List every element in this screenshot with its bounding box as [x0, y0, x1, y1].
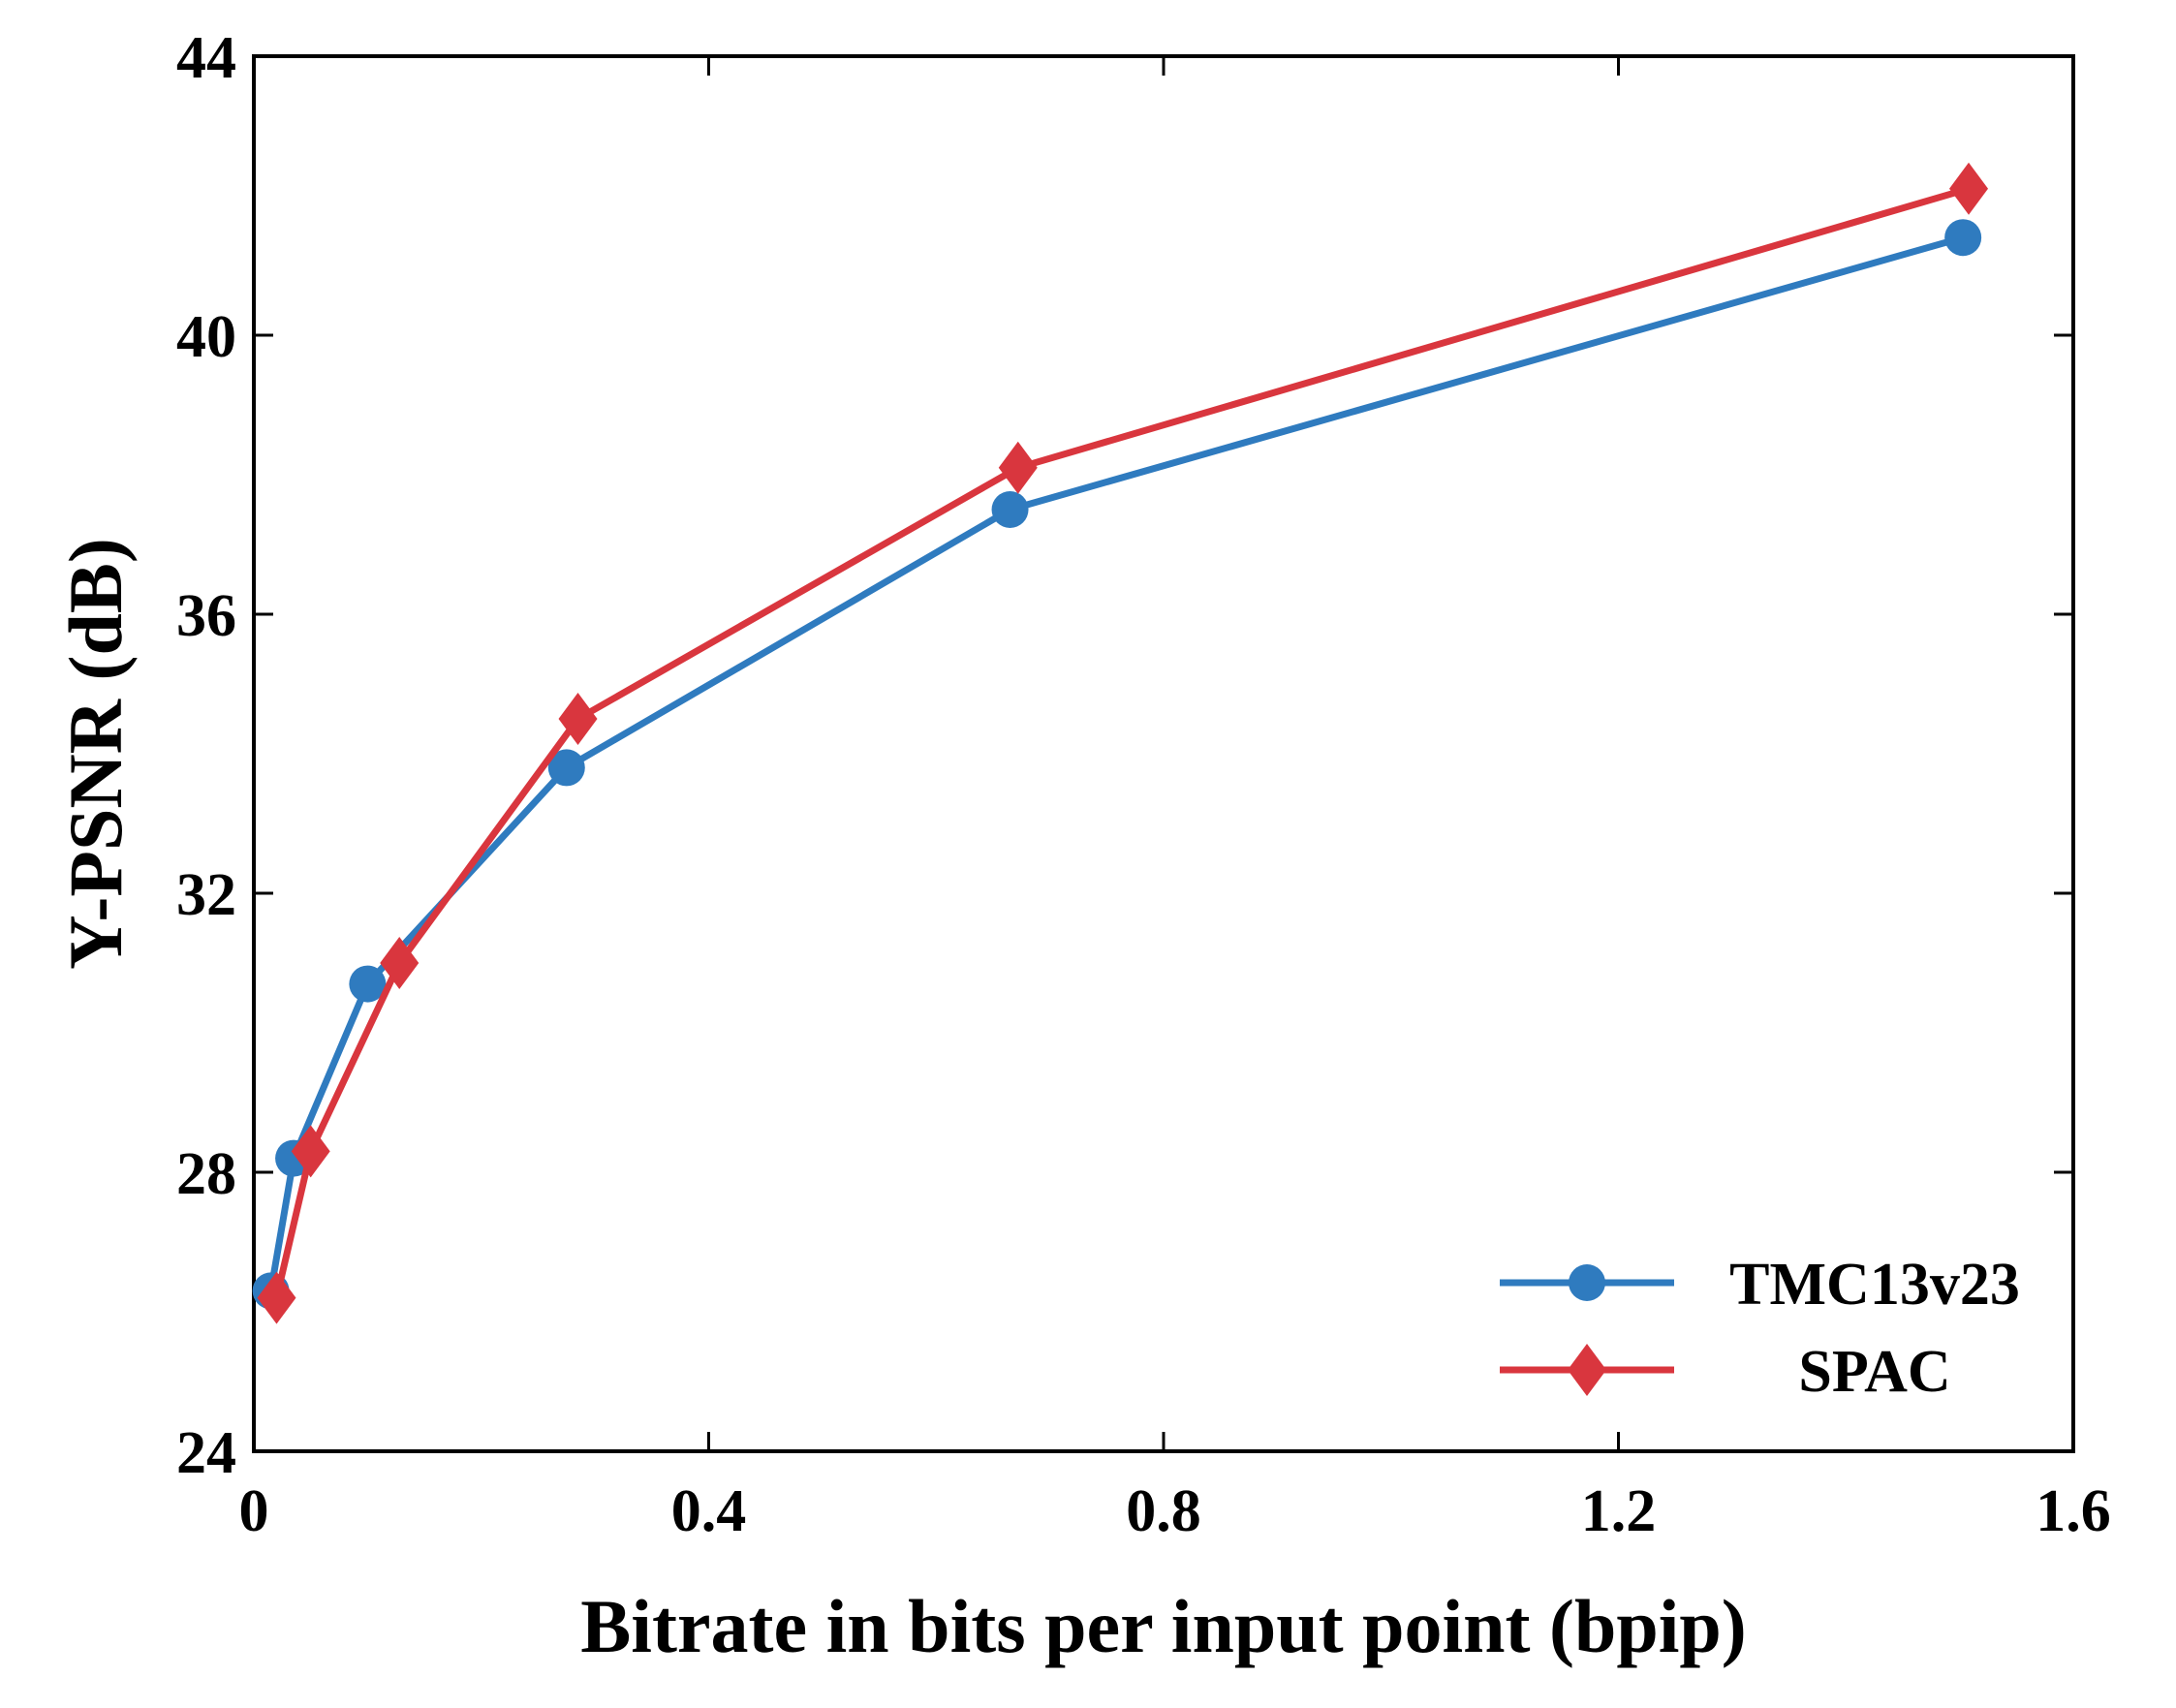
data-point — [380, 937, 420, 989]
y-tick-label: 28 — [176, 1141, 236, 1207]
y-tick-label: 40 — [176, 304, 236, 370]
series-line — [267, 233, 1965, 1291]
plot-frame — [252, 54, 2075, 1453]
y-tick-label: 36 — [176, 583, 236, 649]
legend-item-spac: SPAC — [1500, 1339, 1951, 1405]
series-line — [273, 185, 1971, 1299]
data-point — [558, 693, 598, 745]
y-axis-title: Y-PSNR (dB) — [53, 538, 138, 970]
data-point — [349, 965, 387, 1003]
x-tick-label: 1.2 — [1581, 1478, 1657, 1544]
data-point — [1949, 162, 1989, 215]
data-point — [998, 441, 1038, 494]
x-tick-label: 0.4 — [671, 1478, 747, 1544]
y-tick-label: 24 — [176, 1420, 236, 1486]
y-tick-label: 32 — [176, 862, 236, 928]
data-point — [257, 1271, 296, 1324]
data-point — [991, 491, 1029, 528]
legend-label: TMC13v23 — [1729, 1252, 2020, 1318]
x-axis-title: Bitrate in bits per input point (bpip) — [580, 1584, 1746, 1668]
series-layer — [252, 162, 1989, 1324]
series-spac — [257, 162, 1989, 1324]
data-point — [1944, 219, 1982, 257]
x-tick-label: 0.8 — [1126, 1478, 1201, 1544]
legend-marker — [1569, 1264, 1605, 1301]
legend-item-tmc13v23: TMC13v23 — [1500, 1252, 2020, 1318]
y-tick-label: 44 — [176, 25, 236, 91]
legend-label: SPAC — [1798, 1339, 1950, 1405]
legend-marker — [1568, 1344, 1606, 1396]
data-point — [547, 749, 585, 787]
x-tick-label: 0 — [239, 1478, 269, 1544]
x-tick-label: 1.6 — [2036, 1478, 2111, 1544]
legend: TMC13v23 SPAC — [1500, 1252, 2020, 1405]
data-point — [291, 1125, 330, 1178]
axes: 0 0.4 0.8 1.2 1.6 24 28 32 36 40 44 — [176, 25, 2111, 1544]
series-tmc13v23 — [252, 219, 1982, 1310]
